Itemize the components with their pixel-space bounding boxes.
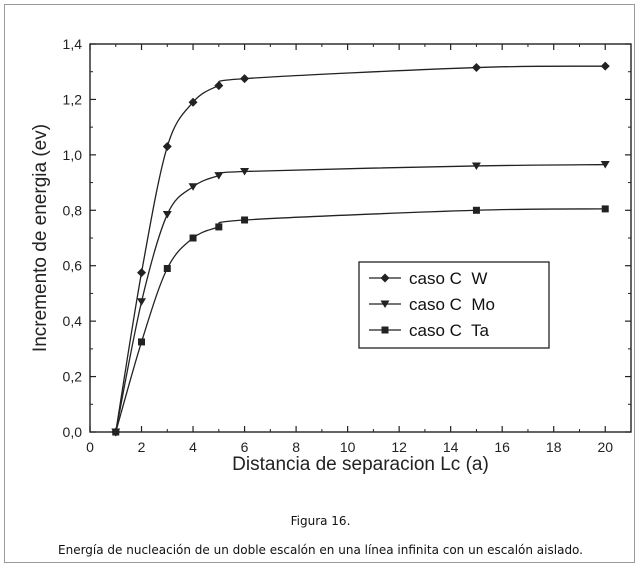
data-point-square bbox=[163, 264, 171, 272]
data-point-square bbox=[241, 216, 249, 224]
data-point-diamond bbox=[240, 74, 250, 84]
legend: caso C W caso C Mo caso C Ta bbox=[358, 261, 550, 349]
data-point-diamond bbox=[137, 268, 147, 278]
data-point-square bbox=[601, 205, 609, 213]
legend-entry-label: caso C W bbox=[409, 269, 487, 288]
data-point-square bbox=[138, 338, 146, 346]
y-tick-label: 0,8 bbox=[63, 202, 83, 218]
data-point-diamond bbox=[380, 273, 390, 283]
data-point-diamond bbox=[162, 142, 172, 152]
data-point-square bbox=[472, 206, 480, 214]
y-tick-label: 1,0 bbox=[63, 147, 83, 163]
data-point-triangle bbox=[137, 298, 147, 306]
data-point-square bbox=[215, 223, 223, 231]
data-point-triangle bbox=[471, 162, 481, 170]
data-point-diamond bbox=[471, 63, 481, 73]
legend-entry-label: caso C Ta bbox=[409, 321, 490, 340]
x-tick-label: 14 bbox=[443, 439, 459, 455]
figure-caption: Energía de nucleación de un doble escaló… bbox=[58, 543, 583, 557]
y-tick-label: 1,4 bbox=[63, 36, 83, 52]
x-tick-label: 0 bbox=[86, 439, 94, 455]
y-axis-label: Incremento de energia (ev) bbox=[30, 124, 51, 352]
x-tick-label: 20 bbox=[597, 439, 613, 455]
legend-entry-label: caso C Mo bbox=[409, 295, 495, 314]
data-point-square bbox=[189, 234, 197, 242]
y-tick-label: 0,6 bbox=[63, 258, 83, 274]
data-point-triangle bbox=[240, 167, 250, 176]
x-tick-label: 12 bbox=[391, 439, 407, 455]
x-axis-label: Distancia de separacion Lc (a) bbox=[232, 454, 489, 475]
y-tick-label: 0,2 bbox=[63, 369, 83, 385]
series-lines bbox=[115, 65, 606, 433]
y-tick-label: 0,0 bbox=[63, 424, 83, 440]
data-point-diamond bbox=[600, 61, 610, 71]
x-tick-label: 6 bbox=[241, 439, 249, 455]
data-point-triangle bbox=[162, 210, 172, 219]
data-point-square bbox=[112, 428, 120, 436]
data-point-triangle bbox=[188, 183, 198, 191]
y-tick-label: 0,4 bbox=[63, 313, 83, 329]
plot-axes bbox=[89, 43, 632, 433]
data-point-diamond bbox=[214, 81, 224, 91]
axis-ticks: 0 2 4 6 8 10 12 14 16 18 20 0,0 0,2 0,4 0,6 0,8 1,0 1,2 1,… bbox=[63, 36, 631, 455]
data-point-triangle bbox=[380, 300, 390, 308]
data-point-triangle bbox=[600, 161, 610, 169]
x-tick-label: 2 bbox=[138, 439, 146, 455]
series-line-1 bbox=[115, 65, 606, 433]
y-tick-label: 1,2 bbox=[63, 91, 83, 107]
series-markers bbox=[111, 61, 610, 437]
data-point-diamond bbox=[188, 97, 198, 107]
data-point-square bbox=[381, 326, 389, 334]
x-tick-label: 10 bbox=[340, 439, 356, 455]
x-tick-label: 4 bbox=[189, 439, 197, 455]
legend-box bbox=[358, 261, 550, 349]
x-tick-label: 8 bbox=[292, 439, 300, 455]
x-tick-label: 18 bbox=[546, 439, 562, 455]
x-tick-label: 16 bbox=[494, 439, 510, 455]
plot-box bbox=[89, 43, 632, 433]
data-point-triangle bbox=[214, 172, 224, 180]
figure-label: Figura 16. bbox=[290, 514, 351, 528]
